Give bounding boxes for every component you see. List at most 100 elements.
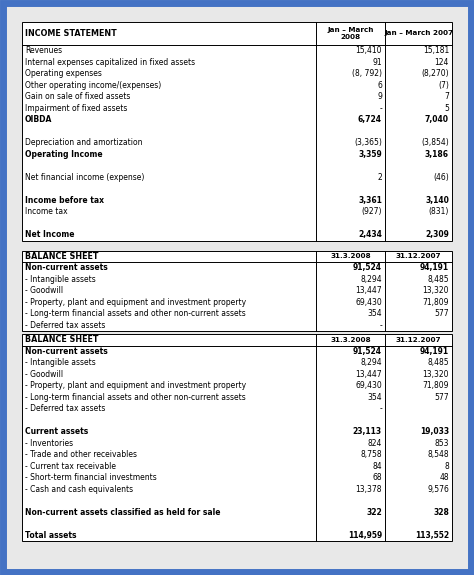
Text: 7,040: 7,040: [425, 115, 449, 124]
Bar: [22, 22, 452, 240]
Text: 3,359: 3,359: [358, 150, 382, 159]
Text: Non-current assets: Non-current assets: [25, 347, 108, 356]
Text: 9: 9: [377, 92, 382, 101]
Text: 8,485: 8,485: [428, 358, 449, 367]
Text: 69,430: 69,430: [355, 381, 382, 390]
Text: 8,485: 8,485: [428, 275, 449, 283]
Text: 322: 322: [366, 508, 382, 517]
Text: (831): (831): [428, 207, 449, 216]
Text: - Short-term financial investments: - Short-term financial investments: [25, 473, 157, 482]
Text: (3,365): (3,365): [354, 138, 382, 147]
Text: 354: 354: [367, 393, 382, 402]
Text: - Inventories: - Inventories: [25, 439, 73, 448]
Text: - Intangible assets: - Intangible assets: [25, 275, 96, 283]
Bar: [22, 251, 452, 331]
Text: Total assets: Total assets: [25, 531, 76, 540]
Text: 15,410: 15,410: [356, 46, 382, 55]
Text: Operating expenses: Operating expenses: [25, 69, 102, 78]
Text: 8,294: 8,294: [360, 358, 382, 367]
Text: Depreciation and amortization: Depreciation and amortization: [25, 138, 143, 147]
Text: 68: 68: [373, 473, 382, 482]
Text: - Deferred tax assets: - Deferred tax assets: [25, 321, 105, 329]
Text: Jan – March 2007: Jan – March 2007: [384, 30, 453, 36]
Text: 13,447: 13,447: [356, 370, 382, 379]
Text: 8: 8: [444, 462, 449, 471]
Text: 6,724: 6,724: [358, 115, 382, 124]
Text: 3,140: 3,140: [425, 196, 449, 205]
Text: 13,320: 13,320: [422, 370, 449, 379]
Text: 84: 84: [373, 462, 382, 471]
Text: - Deferred tax assets: - Deferred tax assets: [25, 404, 105, 413]
Text: - Property, plant and equipment and investment property: - Property, plant and equipment and inve…: [25, 381, 246, 390]
Text: -: -: [379, 104, 382, 113]
Text: (3,854): (3,854): [421, 138, 449, 147]
Text: 13,320: 13,320: [422, 286, 449, 295]
Text: 3,361: 3,361: [358, 196, 382, 205]
Text: 94,191: 94,191: [420, 263, 449, 272]
Text: 13,447: 13,447: [356, 286, 382, 295]
Text: - Long-term financial assets and other non-current assets: - Long-term financial assets and other n…: [25, 393, 246, 402]
Text: Net financial income (expense): Net financial income (expense): [25, 172, 145, 182]
Text: 69,430: 69,430: [355, 298, 382, 306]
Text: 3,186: 3,186: [425, 150, 449, 159]
Text: 124: 124: [435, 58, 449, 67]
Text: -: -: [379, 321, 382, 329]
Text: 23,113: 23,113: [353, 427, 382, 436]
Text: Income tax: Income tax: [25, 207, 68, 216]
Text: 2: 2: [377, 172, 382, 182]
Text: 6: 6: [377, 81, 382, 90]
Text: 15,181: 15,181: [423, 46, 449, 55]
Text: 328: 328: [433, 508, 449, 517]
Text: -: -: [379, 404, 382, 413]
Text: 824: 824: [368, 439, 382, 448]
Text: 91: 91: [373, 58, 382, 67]
Text: - Cash and cash equivalents: - Cash and cash equivalents: [25, 485, 133, 494]
Text: 2,309: 2,309: [425, 230, 449, 239]
Text: 2,434: 2,434: [358, 230, 382, 239]
Text: Operating Income: Operating Income: [25, 150, 103, 159]
Text: Income before tax: Income before tax: [25, 196, 104, 205]
Text: - Property, plant and equipment and investment property: - Property, plant and equipment and inve…: [25, 298, 246, 306]
Text: - Long-term financial assets and other non-current assets: - Long-term financial assets and other n…: [25, 309, 246, 318]
Text: 94,191: 94,191: [420, 347, 449, 356]
Text: 9,576: 9,576: [427, 485, 449, 494]
Text: Internal expenses capitalized in fixed assets: Internal expenses capitalized in fixed a…: [25, 58, 195, 67]
Text: (7): (7): [438, 81, 449, 90]
Text: 577: 577: [434, 309, 449, 318]
Text: 31.12.2007: 31.12.2007: [396, 337, 441, 343]
Text: Revenues: Revenues: [25, 46, 62, 55]
Text: - Intangible assets: - Intangible assets: [25, 358, 96, 367]
Text: (8, 792): (8, 792): [352, 69, 382, 78]
Text: Net Income: Net Income: [25, 230, 74, 239]
Text: Impairment of fixed assets: Impairment of fixed assets: [25, 104, 128, 113]
Text: Jan – March
2008: Jan – March 2008: [327, 27, 374, 40]
Text: 31.3.2008: 31.3.2008: [330, 253, 371, 259]
Text: - Goodwill: - Goodwill: [25, 286, 63, 295]
Text: 19,033: 19,033: [420, 427, 449, 436]
Text: 13,378: 13,378: [356, 485, 382, 494]
Text: 71,809: 71,809: [422, 298, 449, 306]
Text: (8,270): (8,270): [421, 69, 449, 78]
Text: (927): (927): [362, 207, 382, 216]
Text: 8,294: 8,294: [360, 275, 382, 283]
Text: 577: 577: [434, 393, 449, 402]
Text: - Current tax receivable: - Current tax receivable: [25, 462, 116, 471]
Text: 354: 354: [367, 309, 382, 318]
Text: 5: 5: [444, 104, 449, 113]
Bar: [22, 334, 452, 541]
Text: BALANCE SHEET: BALANCE SHEET: [25, 252, 99, 260]
Text: 853: 853: [435, 439, 449, 448]
Text: 91,524: 91,524: [353, 347, 382, 356]
Text: 91,524: 91,524: [353, 263, 382, 272]
Text: (46): (46): [433, 172, 449, 182]
Text: 48: 48: [439, 473, 449, 482]
Text: 31.12.2007: 31.12.2007: [396, 253, 441, 259]
Text: Gain on sale of fixed assets: Gain on sale of fixed assets: [25, 92, 130, 101]
Text: OIBDA: OIBDA: [25, 115, 52, 124]
Text: 8,548: 8,548: [428, 450, 449, 459]
Text: 31.3.2008: 31.3.2008: [330, 337, 371, 343]
Text: - Trade and other receivables: - Trade and other receivables: [25, 450, 137, 459]
Text: 7: 7: [444, 92, 449, 101]
Text: 71,809: 71,809: [422, 381, 449, 390]
Text: BALANCE SHEET: BALANCE SHEET: [25, 335, 99, 344]
